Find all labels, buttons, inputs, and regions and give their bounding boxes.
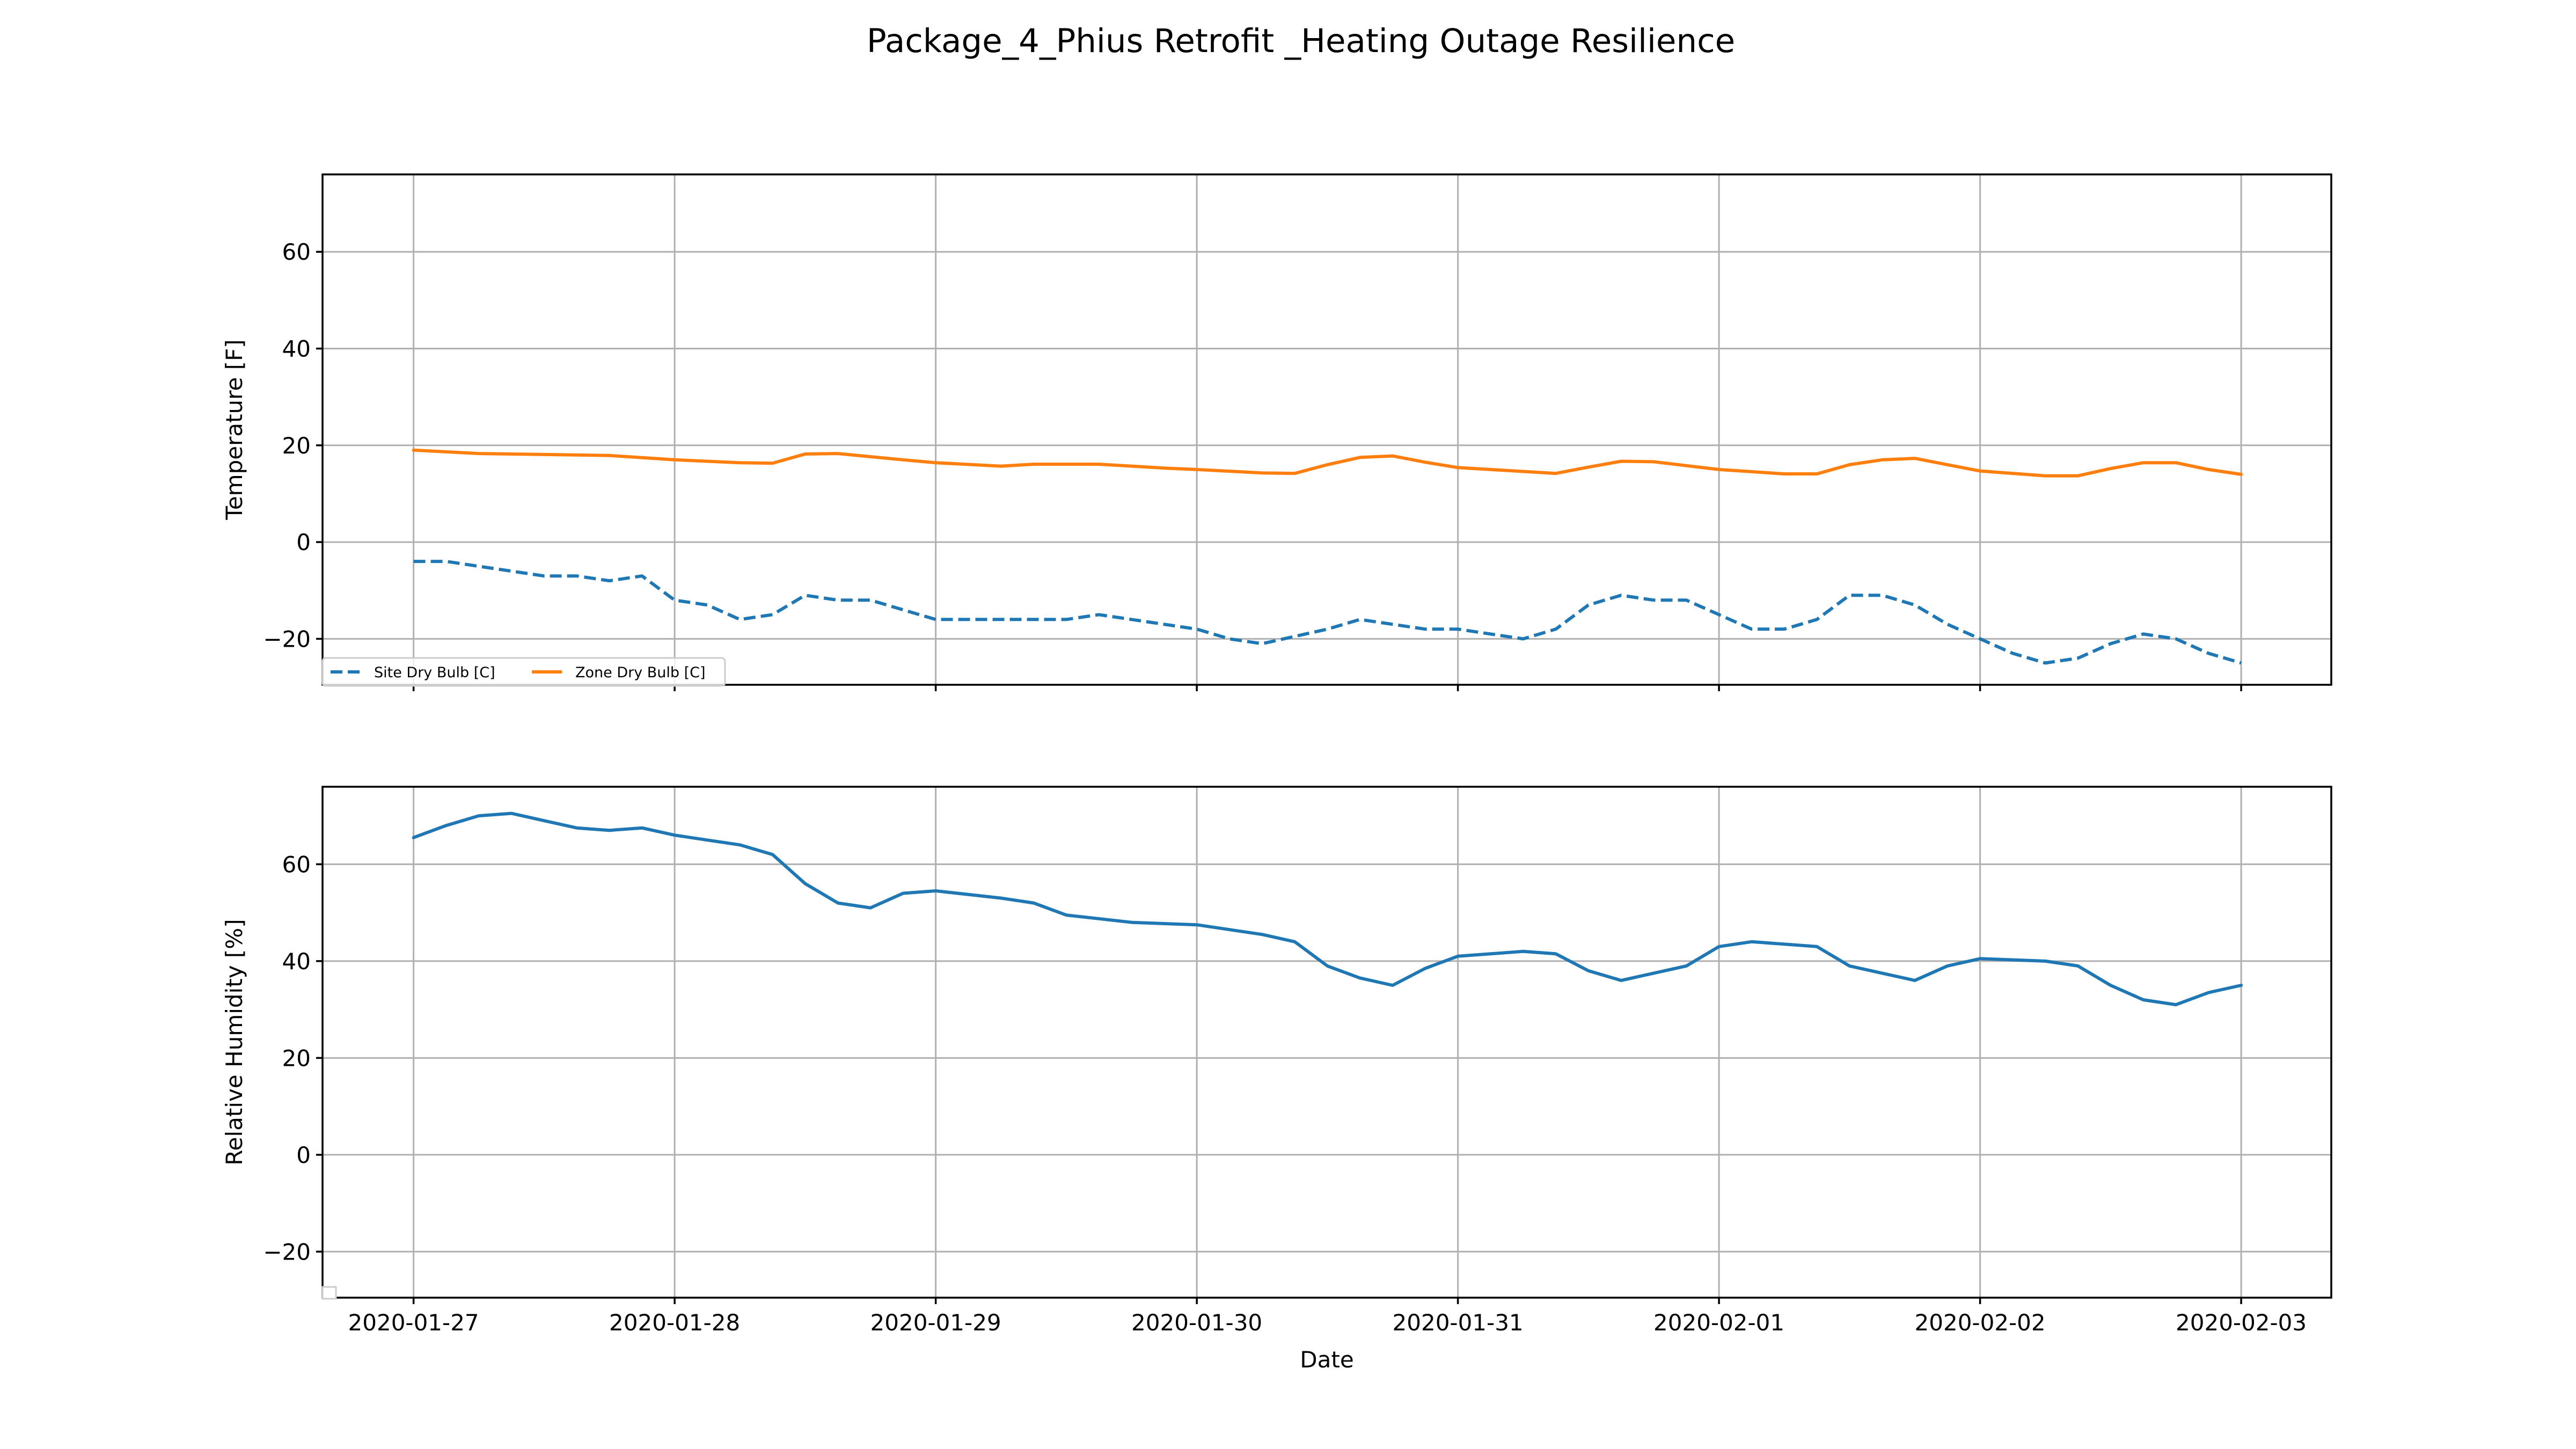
humidity-x-tick-label: 2020-01-31 [1393, 1309, 1524, 1336]
humidity-x-tick-label: 2020-01-29 [870, 1309, 1001, 1336]
legend-zone-dry-bulb-label: Zone Dry Bulb [C] [575, 664, 706, 681]
site-dry-bulb-c-series-line [413, 560, 2242, 665]
humidity-series-layer [412, 811, 2243, 1007]
humidity-x-tick-label: 2020-01-28 [609, 1309, 740, 1336]
humidity-ticks: −20 0 20 40 60 2020-01-27 2020-01-28 2020-01-29… [263, 851, 2307, 1336]
humidity-y-tick-label: 40 [282, 948, 311, 975]
humidity-y-tick-label: 0 [296, 1142, 311, 1168]
humidity-x-tick-label: 2020-02-01 [1653, 1309, 1784, 1336]
legend-site-dry-bulb-label: Site Dry Bulb [C] [374, 664, 495, 681]
chart-title: Package_4_Phius Retrofit _Heating Outage… [867, 22, 1735, 60]
humidity-grid [323, 787, 2331, 1298]
temperature-axes-frame [321, 173, 2332, 686]
humidity-axes: −20 0 20 40 60 2020-01-27 2020-01-28 2020-01-29… [221, 786, 2332, 1373]
temperature-y-tick-label: 60 [282, 239, 311, 265]
zone-dry-bulb-c-series-line [412, 448, 2243, 478]
humidity-y-axis-label: Relative Humidity [%] [221, 919, 247, 1165]
humidity-y-tick-label: 60 [282, 851, 311, 877]
humidity-axes-frame [321, 786, 2332, 1299]
legend[interactable]: Site Dry Bulb [C] Zone Dry Bulb [C] [321, 657, 726, 687]
humidity-y-tick-label: −20 [263, 1239, 311, 1265]
temperature-y-axis-label: Temperature [F] [221, 339, 247, 520]
temperature-ticks: −20 0 20 40 60 [263, 239, 2242, 691]
temperature-axes: −20 0 20 40 60 Temperature [F] Site Dry Bulb… [221, 173, 2332, 691]
humidity-x-tick-label: 2020-01-30 [1131, 1309, 1262, 1336]
temperature-y-tick-label: 40 [282, 336, 311, 362]
temperature-y-tick-label: 20 [282, 433, 311, 459]
humidity-series-line [412, 811, 2243, 1007]
legend-box [321, 657, 726, 687]
humidity-x-tick-label: 2020-02-03 [2176, 1309, 2307, 1336]
humidity-y-tick-label: 20 [282, 1045, 311, 1071]
temperature-series-layer [412, 448, 2243, 665]
temperature-y-tick-label: −20 [263, 626, 311, 652]
temperature-y-tick-label: 0 [296, 529, 311, 555]
humidity-legend-stub [321, 1286, 337, 1300]
humidity-x-tick-label: 2020-01-27 [348, 1309, 479, 1336]
humidity-x-axis-label: Date [1300, 1346, 1353, 1373]
temperature-grid [323, 174, 2331, 685]
humidity-x-tick-label: 2020-02-02 [1915, 1309, 2046, 1336]
